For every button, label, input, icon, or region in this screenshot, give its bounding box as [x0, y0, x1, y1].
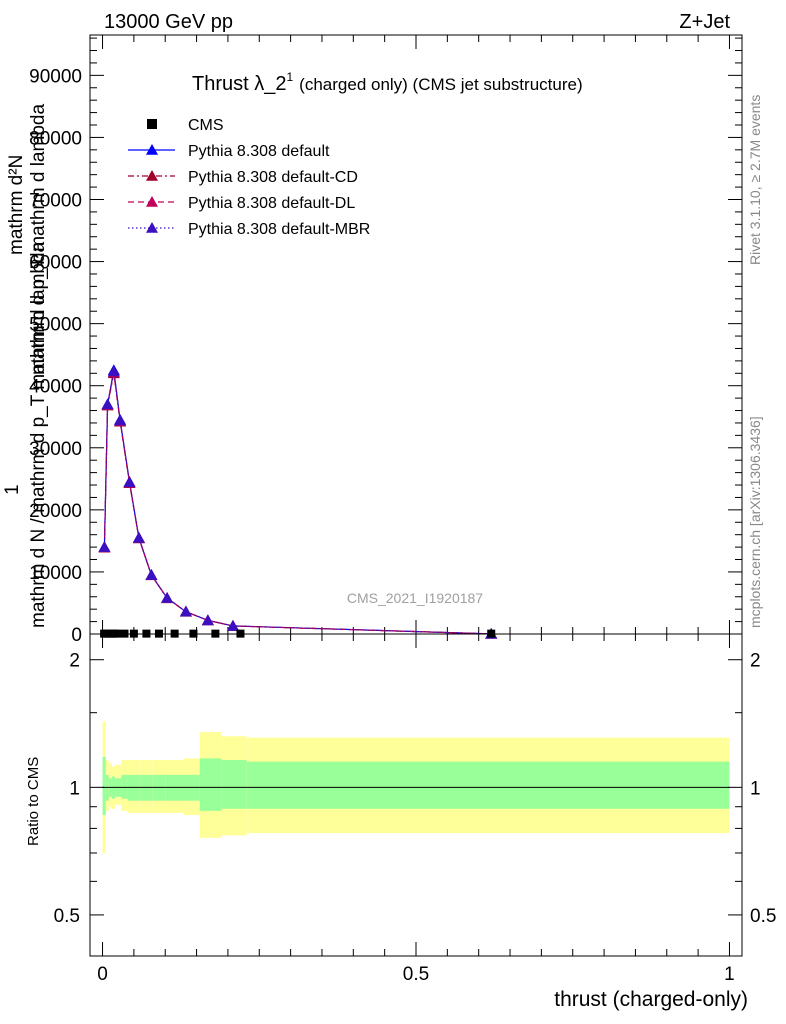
- uncertainty-band-stat: [246, 761, 730, 809]
- legend-label: CMS: [188, 117, 224, 134]
- y-tick-label: 70000: [29, 190, 82, 211]
- uncertainty-band-stat: [121, 774, 128, 799]
- series-marker: [123, 476, 136, 488]
- legend-label: Pythia 8.308 default: [188, 143, 330, 160]
- uncertainty-band-stat: [199, 758, 222, 811]
- main-y-label: mathrm d²N mathrm d p_T mathrm d lambda …: [2, 104, 49, 628]
- ratio-y-label: Ratio to CMS: [25, 757, 42, 846]
- y-label-bottom: mathrm d p_T mathrm d lambda: [28, 104, 49, 375]
- y-tick-label: 40000: [29, 377, 82, 398]
- series-marker: [161, 591, 174, 603]
- y-tick-label: 80000: [29, 128, 82, 149]
- rivet-label: Rivet 3.1.10, ≥ 2.7M events: [747, 95, 763, 265]
- main-y-ticks: 0 10000 20000 30000 40000 50000 60000 70000 8000…: [29, 37, 742, 646]
- legend-label: Pythia 8.308 default-CD: [188, 169, 358, 186]
- energy-label: 13000 GeV pp: [104, 11, 233, 33]
- legend-square-marker: [147, 119, 157, 129]
- ratio-plot-panel: 0.5 0.51 12 2 0 0.5 1 Ratio to CMS thrust (ch…: [25, 633, 777, 1011]
- legend-triangle-marker: [146, 196, 158, 207]
- series-marker: [179, 605, 192, 617]
- mcplots-label: mcplots.cern.ch [arXiv:1306.3436]: [747, 416, 763, 628]
- series-marker: [201, 614, 214, 626]
- legend-label: Pythia 8.308 default-MBR: [188, 221, 370, 238]
- y-tick-label: 50000: [29, 315, 82, 336]
- uncertainty-band-stat: [102, 756, 106, 816]
- x-tick-label: 0.5: [403, 964, 429, 985]
- plot-title-main: Thrust λ_2: [192, 73, 286, 95]
- y-tick-label: 20000: [29, 501, 82, 522]
- series-marker: [101, 398, 114, 410]
- ratio-y-tick-label-right: 1: [750, 778, 761, 799]
- uncertainty-band-stat: [221, 760, 247, 809]
- series-marker: [98, 541, 111, 552]
- x-tick-label: 0: [97, 964, 108, 985]
- series-line: [103, 371, 492, 635]
- ratio-y-tick-label-right: 2: [750, 651, 761, 672]
- plot-title: Thrust λ_21 (charged only) (CMS jet subst…: [192, 70, 583, 95]
- legend-triangle-marker: [146, 170, 158, 181]
- legend: CMS Pythia 8.308 default Pythia 8.308 defa…: [128, 117, 370, 238]
- ratio-y-tick-label: 2: [69, 651, 80, 672]
- y-label-numerator: 1: [2, 484, 23, 495]
- y-tick-label: 60000: [29, 253, 82, 274]
- legend-triangle-marker: [146, 222, 158, 233]
- process-label: Z+Jet: [679, 11, 730, 33]
- ratio-y-tick-label: 1: [69, 778, 80, 799]
- legend-triangle-marker: [146, 144, 158, 155]
- y-tick-label: 30000: [29, 439, 82, 460]
- series-marker: [226, 619, 239, 631]
- main-plot-panel: 0 10000 20000 30000 40000 50000 60000 70000 8000…: [2, 34, 743, 646]
- x-tick-label: 1: [724, 964, 735, 985]
- ratio-y-tick-label-right: 0.5: [750, 906, 776, 927]
- y-tick-label: 90000: [29, 66, 82, 87]
- legend-label: Pythia 8.308 default-DL: [188, 195, 355, 212]
- ratio-y-ticks: 0.5 0.5 1 1 2 2: [54, 651, 777, 927]
- series-marker: [114, 414, 127, 426]
- series-marker: [132, 531, 145, 543]
- plot-title-sup: 1: [286, 70, 293, 84]
- y-tick-label: 0: [71, 625, 82, 646]
- y-tick-label: 10000: [29, 563, 82, 584]
- series-marker: [145, 569, 158, 580]
- y-label-top: mathrm d²N: [6, 155, 27, 255]
- plot-title-rest: (charged only) (CMS jet substructure): [299, 75, 582, 94]
- ratio-y-tick-label: 0.5: [54, 906, 80, 927]
- watermark-label: CMS_2021_I1920187: [347, 590, 483, 606]
- ratio-x-ticks: 0 0.5 1: [97, 634, 735, 985]
- x-axis-label: thrust (charged-only): [554, 988, 748, 1011]
- y-label-denominator: mathrm d N / mathrm d p_T mathrm d lambd…: [28, 241, 49, 628]
- series-marker: [107, 365, 120, 377]
- ratio-bands: [102, 721, 730, 853]
